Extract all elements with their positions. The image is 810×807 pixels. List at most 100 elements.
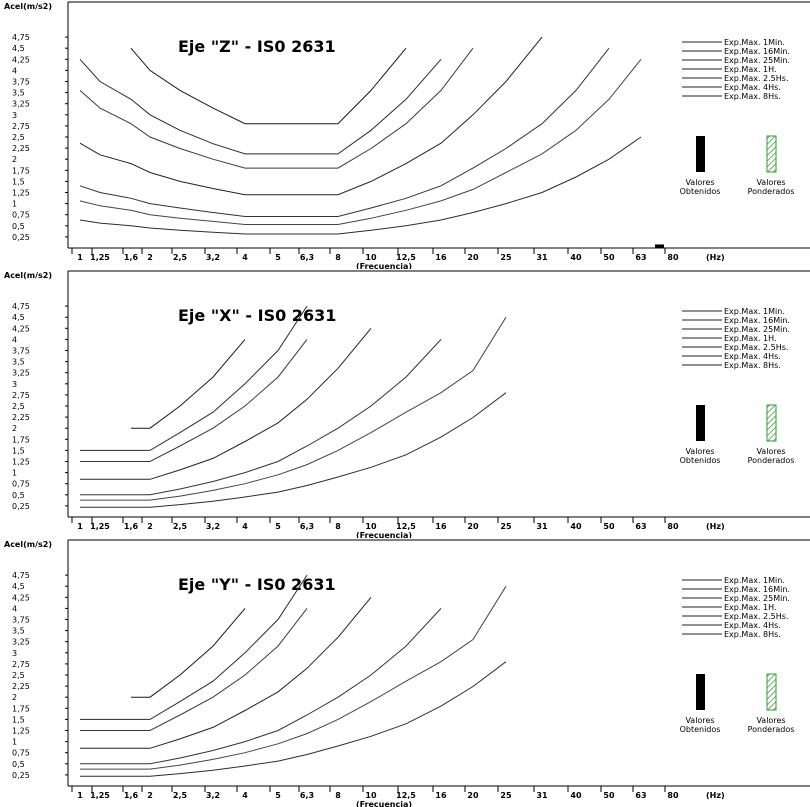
series-line	[80, 608, 442, 765]
x-tick-label: 4	[242, 253, 248, 262]
y-tick-label: 3,25	[12, 638, 30, 647]
y-tick-label: 1	[12, 738, 17, 747]
series-line	[80, 305, 308, 451]
obtained-legend-label: Valores	[685, 716, 714, 725]
x-tick-label: 31	[536, 253, 548, 262]
y-tick-label: 1,75	[12, 435, 30, 444]
y-tick-label: 1	[12, 469, 17, 478]
series-line	[80, 339, 308, 462]
y-tick-label: 4,5	[12, 582, 25, 591]
x-tick-label: 1	[77, 253, 83, 262]
y-tick-label: 2,5	[12, 402, 25, 411]
y-tick-label: 1,25	[12, 727, 30, 736]
legend-label: Exp.Max. 8Hs.	[724, 630, 781, 639]
legend-label: Exp.Max. 4Hs.	[724, 352, 781, 361]
y-tick-label: 4,25	[12, 593, 30, 602]
weighted-legend-label: Ponderados	[748, 187, 795, 196]
series-line	[80, 596, 372, 749]
y-tick-label: 3,75	[12, 347, 30, 356]
obtained-legend-label: Obtenidos	[680, 456, 721, 465]
series-line	[79, 136, 642, 235]
chart-title: Eje "Z" - IS0 2631	[178, 37, 336, 56]
series-line	[131, 339, 246, 429]
legend-label: Exp.Max. 16Min.	[724, 316, 790, 325]
legend-label: Exp.Max. 4Hs.	[724, 621, 781, 630]
series-line	[79, 47, 474, 169]
y-tick-label: 4,75	[12, 33, 30, 42]
weighted-legend-label: Ponderados	[748, 456, 795, 465]
y-tick-label: 3	[12, 380, 17, 389]
x-tick-label: 40	[570, 253, 582, 262]
y-tick-label: 0,25	[12, 771, 30, 780]
series-line	[79, 47, 610, 217]
x-tick-label: 1,25	[90, 253, 110, 262]
x-unit-label: (Hz)	[706, 791, 725, 800]
legend-label: Exp.Max. 4Hs.	[724, 83, 781, 92]
x-tick-label: 10	[365, 791, 377, 800]
y-tick-label: 2,75	[12, 122, 30, 131]
legend-label: Exp.Max. 25Min.	[724, 56, 790, 65]
legend-label: Exp.Max. 1Min.	[724, 576, 785, 585]
x-tick-label: 1	[77, 522, 83, 531]
weighted-legend-label: Valores	[756, 178, 785, 187]
x-tick-label: 8	[335, 253, 341, 262]
x-tick-label: 2,5	[173, 253, 188, 262]
legend-label: Exp.Max. 16Min.	[724, 47, 790, 56]
weighted-legend-label: Valores	[756, 447, 785, 456]
x-tick-label: 31	[536, 522, 548, 531]
x-tick-label: 12,5	[396, 791, 416, 800]
obtained-value-bar	[655, 244, 664, 248]
chart-z: Acel(m/s2) 0,25 0,5 0,75 1 1,25 1,5 1,75 2 2,25 2,…	[4, 1, 810, 269]
y-tick-label: 2,75	[12, 660, 30, 669]
weighted-legend-bar	[766, 404, 777, 442]
y-tick-label: 3	[12, 649, 17, 658]
series-line	[80, 339, 442, 496]
x-tick-label: 6,3	[300, 522, 314, 531]
obtained-legend-bar	[696, 405, 705, 441]
x-tick-label: 20	[467, 791, 479, 800]
x-tick-label: 20	[467, 522, 479, 531]
y-tick-label: 4	[12, 66, 17, 75]
x-tick-label: 8	[335, 522, 341, 531]
y-tick-label: 0,25	[12, 502, 30, 511]
y-tick-label: 1,25	[12, 458, 30, 467]
y-tick-label: 0,5	[12, 760, 25, 769]
y-tick-label: 1,75	[12, 704, 30, 713]
x-tick-label: 3,2	[206, 253, 220, 262]
y-tick-label: 3,5	[12, 627, 25, 636]
legend-label: Exp.Max. 1H.	[724, 65, 777, 74]
x-tick-label: 8	[335, 791, 341, 800]
y-tick-label: 1,5	[12, 715, 25, 724]
x-tick-label: 5	[275, 522, 281, 531]
chart-panel-z: Acel(m/s2) 0,25 0,5 0,75 1 1,25 1,5 1,75 2 2,25 2,…	[0, 0, 810, 269]
y-tick-label: 3	[12, 111, 17, 120]
weighted-legend-label: Ponderados	[748, 725, 795, 734]
legend-label: Exp.Max. 2.5Hs.	[724, 74, 788, 83]
chart-title: Eje "X" - IS0 2631	[178, 306, 336, 325]
y-tick-label: 2,5	[12, 671, 25, 680]
x-tick-label: 3,2	[206, 791, 220, 800]
y-tick-label: 1,75	[12, 166, 30, 175]
x-unit-label: (Hz)	[706, 522, 725, 531]
series-line	[80, 574, 308, 720]
chart-x: Acel(m/s2) 0,25 0,5 0,75 1 1,25 1,5 1,75 2 2,25 2,…	[4, 270, 810, 538]
series-line	[80, 327, 372, 480]
weighted-legend-bar	[766, 673, 777, 711]
y-tick-label: 2	[12, 155, 17, 164]
legend-label: Exp.Max. 1H.	[724, 334, 777, 343]
x-tick-label: 2,5	[173, 522, 188, 531]
y-tick-label: 3,25	[12, 100, 30, 109]
x-tick-label: 1,25	[90, 791, 110, 800]
y-tick-label: 4	[12, 335, 17, 344]
y-axis-title: Acel(m/s2)	[4, 271, 52, 280]
y-tick-label: 1,5	[12, 446, 25, 455]
x-tick-label: 20	[467, 253, 479, 262]
x-tick-label: 1,6	[124, 791, 139, 800]
y-tick-label: 0,5	[12, 491, 25, 500]
x-tick-label: 5	[275, 253, 281, 262]
y-tick-label: 2,25	[12, 413, 30, 422]
x-tick-label: 3,2	[206, 522, 220, 531]
legend-label: Exp.Max. 8Hs.	[724, 361, 781, 370]
legend-label: Exp.Max. 1Min.	[724, 38, 785, 47]
y-tick-label: 2	[12, 424, 17, 433]
